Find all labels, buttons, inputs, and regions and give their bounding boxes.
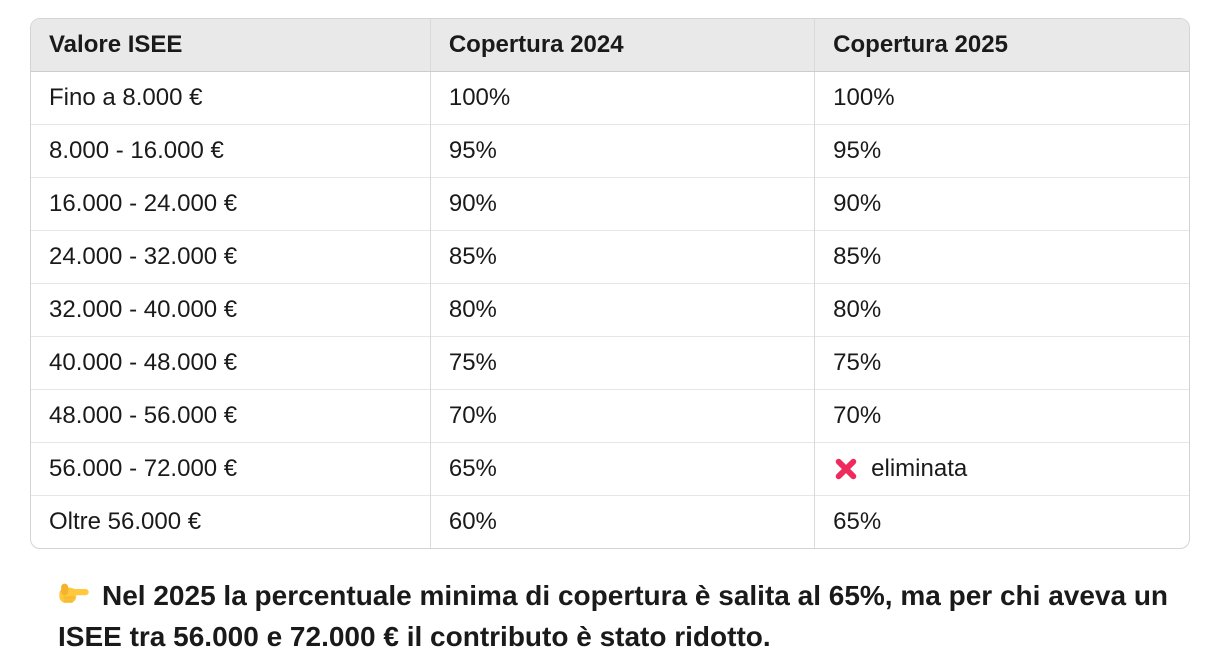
cell-copertura-2024: 65% xyxy=(429,441,815,495)
cell-copertura-2024: 90% xyxy=(429,176,815,230)
cell-valore-isee: Fino a 8.000 € xyxy=(31,71,430,124)
cell-valore-isee: 16.000 - 24.000 € xyxy=(31,176,431,230)
table-row: Oltre 56.000 € 60% 65% xyxy=(31,494,1189,548)
coverage-2025-value: 85% xyxy=(833,242,882,270)
coverage-2025-value: 80% xyxy=(833,295,882,323)
table-row: 40.000 - 48.000 € 75% 75% xyxy=(31,335,1189,389)
cell-valore-isee: 32.000 - 40.000 € xyxy=(31,282,431,336)
cell-valore-isee: 40.000 - 48.000 € xyxy=(31,335,431,389)
coverage-2024-value: 95% xyxy=(448,136,497,164)
cell-valore-isee: Oltre 56.000 € xyxy=(31,494,431,548)
cell-valore-isee: 8.000 - 16.000 € xyxy=(31,123,431,177)
cell-valore-isee: 48.000 - 56.000 € xyxy=(31,388,431,442)
footnote: Nel 2025 la percentuale minima di copert… xyxy=(58,575,1203,657)
cell-valore-isee: 56.000 - 72.000 € xyxy=(31,441,431,495)
coverage-2024-value: 70% xyxy=(448,401,497,429)
pointing-right-icon xyxy=(59,583,89,603)
coverage-2025-value: 70% xyxy=(833,401,882,429)
table-header-row: Valore ISEE Copertura 2024 Copertura 202… xyxy=(31,19,1189,72)
cell-copertura-2024: 75% xyxy=(429,335,815,389)
cell-copertura-2025: 100% xyxy=(814,71,1189,124)
isee-coverage-table-frame: Valore ISEE Copertura 2024 Copertura 202… xyxy=(30,18,1190,549)
cell-copertura-2025: 65% xyxy=(814,494,1189,548)
coverage-2025-value: eliminata xyxy=(871,454,968,482)
cell-copertura-2024: 85% xyxy=(429,229,815,283)
coverage-2024-value: 100% xyxy=(448,83,511,111)
footnote-text: Nel 2025 la percentuale minima di copert… xyxy=(58,580,1169,652)
coverage-2024-value: 90% xyxy=(448,189,497,217)
cross-mark-icon xyxy=(835,458,857,479)
coverage-2025-value: 100% xyxy=(833,83,895,111)
cell-copertura-2025: 90% xyxy=(814,176,1189,230)
isee-range-label: 48.000 - 56.000 € xyxy=(49,401,238,429)
table-row: 24.000 - 32.000 € 85% 85% xyxy=(31,229,1189,283)
coverage-2024-value: 75% xyxy=(448,348,497,376)
table-row: Fino a 8.000 € 100% 100% xyxy=(31,71,1189,124)
cell-copertura-2025: eliminata xyxy=(814,441,1189,495)
coverage-2025-value: 75% xyxy=(833,348,882,376)
cell-copertura-2024: 80% xyxy=(429,282,815,336)
coverage-2024-value: 65% xyxy=(448,454,497,482)
cell-copertura-2025: 80% xyxy=(814,282,1189,336)
isee-coverage-table: Valore ISEE Copertura 2024 Copertura 202… xyxy=(31,19,1189,548)
coverage-2025-value: 95% xyxy=(833,136,882,164)
isee-range-label: 24.000 - 32.000 € xyxy=(49,242,238,270)
column-header-valore-isee: Valore ISEE xyxy=(31,19,431,72)
isee-range-label: 32.000 - 40.000 € xyxy=(49,295,238,323)
cell-copertura-2025: 85% xyxy=(814,229,1189,283)
coverage-2024-value: 60% xyxy=(448,507,497,535)
coverage-2025-value: 65% xyxy=(833,507,882,535)
table-row: 8.000 - 16.000 € 95% 95% xyxy=(31,123,1189,177)
cell-copertura-2025: 95% xyxy=(814,123,1189,177)
cell-copertura-2024: 70% xyxy=(429,388,815,442)
cell-valore-isee: 24.000 - 32.000 € xyxy=(31,229,431,283)
cell-copertura-2025: 70% xyxy=(814,388,1189,442)
column-header-copertura-2025: Copertura 2025 xyxy=(814,19,1189,72)
column-header-copertura-2024: Copertura 2024 xyxy=(429,19,815,72)
cell-copertura-2024: 60% xyxy=(429,494,815,548)
isee-range-label: 56.000 - 72.000 € xyxy=(49,454,238,482)
table-row: 16.000 - 24.000 € 90% 90% xyxy=(31,176,1189,230)
table-row: 48.000 - 56.000 € 70% 70% xyxy=(31,388,1189,442)
isee-range-label: Fino a 8.000 € xyxy=(49,83,203,111)
table-row: 32.000 - 40.000 € 80% 80% xyxy=(31,282,1189,336)
isee-range-label: 40.000 - 48.000 € xyxy=(49,348,238,376)
coverage-2025-value: 90% xyxy=(833,189,882,217)
cell-copertura-2024: 95% xyxy=(429,123,815,177)
isee-range-label: 8.000 - 16.000 € xyxy=(49,136,224,164)
cell-copertura-2024: 100% xyxy=(429,71,815,124)
coverage-2024-value: 80% xyxy=(448,295,497,323)
table-row: 56.000 - 72.000 € 65% eliminata xyxy=(31,441,1189,495)
cell-copertura-2025: 75% xyxy=(814,335,1189,389)
isee-range-label: Oltre 56.000 € xyxy=(49,507,202,535)
coverage-2024-value: 85% xyxy=(448,242,497,270)
isee-range-label: 16.000 - 24.000 € xyxy=(49,189,238,217)
